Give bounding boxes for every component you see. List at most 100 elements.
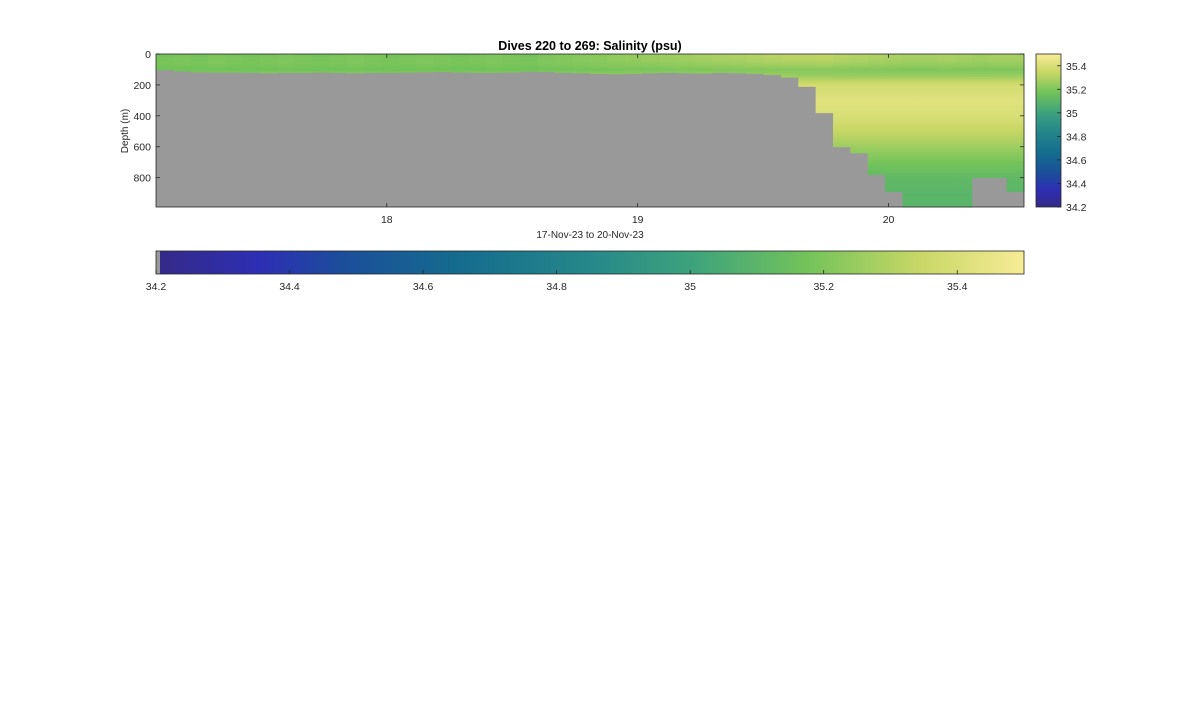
heatmap-cell [885,156,903,158]
heatmap-cell [954,159,973,162]
heatmap-cell [937,67,955,70]
heatmap-cell [902,108,921,111]
heatmap-cell [572,54,591,56]
heatmap-cell [746,58,764,61]
heatmap-cell [694,69,712,72]
heatmap-cell [381,54,400,56]
heatmap-cell [294,58,313,61]
heatmap-cell [902,88,921,90]
heatmap-cell [329,58,348,61]
heatmap-cell [954,100,973,103]
heatmap-cell [867,109,886,112]
heatmap-cell [971,105,990,107]
heatmap-cell [1006,139,1025,141]
heatmap-cell [885,91,903,94]
heatmap-cell [746,67,764,70]
heatmap-cell [867,171,886,174]
heatmap-cell [833,143,851,146]
heatmap-cell [954,154,973,157]
heatmap-cell [902,80,921,83]
heatmap-cell [919,203,938,206]
heatmap-cell [937,166,955,169]
side-colorbar-tick-label: 35.4 [1066,61,1087,73]
heatmap-cell [173,63,192,66]
heatmap-cell [902,98,921,101]
heatmap-cell [971,117,990,120]
heatmap-cell [433,69,452,72]
heatmap-cell [919,112,938,115]
heatmap-cell [989,151,1008,154]
heatmap-cell [173,67,192,70]
heatmap-cell [954,169,973,172]
heatmap-cell [503,64,521,67]
heatmap-cell [537,58,556,61]
heatmap-cell [850,74,869,77]
heatmap-cell [833,92,851,95]
heatmap-cell [850,146,869,149]
heatmap-cell [971,173,990,175]
heatmap-cell [780,71,799,73]
heatmap-cell [954,122,973,124]
heatmap-cell [850,101,869,104]
heatmap-cell [537,64,556,67]
heatmap-cell [433,64,452,67]
heatmap-cell [433,71,452,73]
heatmap-cell [607,63,626,66]
heatmap-cell [937,177,955,180]
heatmap-cell [885,146,903,149]
heatmap-cell [208,67,226,70]
heatmap-cell [937,58,955,61]
heatmap-cell [364,58,383,61]
heatmap-cell [919,165,938,168]
heatmap-cell [190,61,209,64]
heatmap-cell [919,54,938,56]
heatmap-cell [937,123,955,126]
heatmap-cell [919,151,938,154]
heatmap-cell [746,64,764,67]
y-tick-label: 0 [145,49,151,61]
heatmap-cell [937,101,955,104]
heatmap-cell [572,57,591,60]
heatmap-cell [954,75,973,78]
heatmap-cell [850,126,869,129]
heatmap-cell [1006,118,1025,121]
heatmap-cell [902,169,921,172]
heatmap-cell [937,139,955,141]
heatmap-cell [555,64,574,67]
heatmap-cell [885,139,903,141]
heatmap-cell [225,66,244,69]
heatmap-cell [937,157,955,160]
heatmap-cell [989,103,1008,106]
heatmap-cell [937,75,955,78]
heatmap-cell [1006,123,1025,126]
heatmap-cell [468,60,487,63]
heatmap-cell [746,63,764,66]
heatmap-cell [850,78,869,81]
heatmap-cell [451,54,469,56]
heatmap-cell [919,186,938,189]
heatmap-cell [867,75,886,78]
heatmap-cell [989,75,1008,78]
heatmap-cell [902,128,921,131]
heatmap-cell [885,160,903,163]
heatmap-cell [937,97,955,100]
heatmap-cell [971,162,990,165]
heatmap-cell [919,126,938,129]
heatmap-cell [919,64,938,67]
heatmap-cell [798,71,817,73]
heatmap-cell [485,54,504,56]
heatmap-cell [746,55,764,58]
heatmap-cell [798,54,817,56]
heatmap-cell [277,54,296,56]
heatmap-cell [346,67,365,70]
heatmap-cell [971,57,990,60]
heatmap-cell [971,142,990,145]
heatmap-cell [451,61,469,64]
heatmap-cell [885,163,903,166]
heatmap-cell [520,67,539,70]
heatmap-cell [642,67,660,70]
heatmap-cell [850,67,869,70]
heatmap-cell [399,61,417,64]
heatmap-cell [989,152,1008,155]
heatmap-cell [433,67,452,70]
